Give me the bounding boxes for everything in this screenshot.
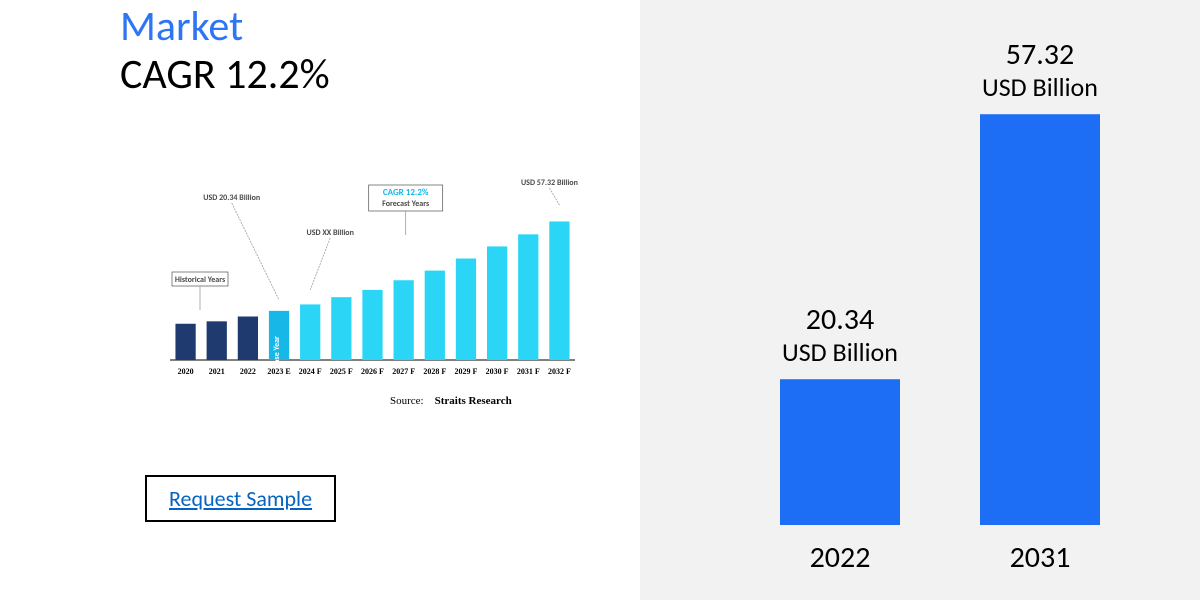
svg-text:Forecast Years: Forecast Years bbox=[382, 199, 429, 209]
svg-text:2022: 2022 bbox=[240, 367, 256, 376]
svg-text:2028 F: 2028 F bbox=[423, 367, 446, 376]
svg-text:Base Year: Base Year bbox=[272, 336, 282, 368]
title-market: Market bbox=[120, 4, 640, 50]
request-sample-label: Request Sample bbox=[169, 485, 312, 512]
title-cagr: CAGR 12.2% bbox=[120, 52, 640, 98]
right-summary-panel: 20.34USD Billion202257.32USD Billion2031 bbox=[640, 0, 1200, 600]
svg-text:2024 F: 2024 F bbox=[299, 367, 322, 376]
svg-text:USD Billion: USD Billion bbox=[782, 336, 898, 368]
svg-text:2030 F: 2030 F bbox=[486, 367, 509, 376]
source-label: Source: bbox=[390, 395, 424, 407]
svg-text:2031: 2031 bbox=[1010, 539, 1071, 576]
left-panel: Market CAGR 12.2% 2020202120222023 E2024… bbox=[0, 0, 640, 600]
source-value: Straits Research bbox=[435, 395, 512, 407]
svg-text:2031 F: 2031 F bbox=[517, 367, 540, 376]
svg-text:2026 F: 2026 F bbox=[361, 367, 384, 376]
svg-text:USD 57.32 Billion: USD 57.32 Billion bbox=[521, 178, 578, 188]
svg-text:2022: 2022 bbox=[810, 539, 871, 576]
source-attribution: Source: Straits Research bbox=[390, 395, 512, 407]
svg-text:Historical Years: Historical Years bbox=[175, 275, 225, 285]
svg-text:2025 F: 2025 F bbox=[330, 367, 353, 376]
svg-text:USD Billion: USD Billion bbox=[982, 71, 1098, 103]
svg-text:57.32: 57.32 bbox=[1006, 36, 1074, 73]
request-sample-button[interactable]: Request Sample bbox=[145, 475, 336, 522]
svg-text:USD XX Billion: USD XX Billion bbox=[306, 228, 353, 238]
forecast-mini-chart: 2020202120222023 E2024 F2025 F2026 F2027… bbox=[155, 165, 585, 390]
svg-text:20.34: 20.34 bbox=[806, 301, 874, 338]
svg-text:USD 20.34 Billion: USD 20.34 Billion bbox=[203, 193, 260, 203]
summary-bar-chart: 20.34USD Billion202257.32USD Billion2031 bbox=[640, 0, 1200, 600]
svg-text:2021: 2021 bbox=[209, 367, 225, 376]
svg-text:2029 F: 2029 F bbox=[455, 367, 478, 376]
svg-text:2020: 2020 bbox=[178, 367, 194, 376]
title-block: Market CAGR 12.2% bbox=[120, 4, 640, 98]
svg-text:CAGR 12.2%: CAGR 12.2% bbox=[383, 187, 429, 198]
svg-text:2032 F: 2032 F bbox=[548, 367, 571, 376]
svg-text:2027 F: 2027 F bbox=[392, 367, 415, 376]
